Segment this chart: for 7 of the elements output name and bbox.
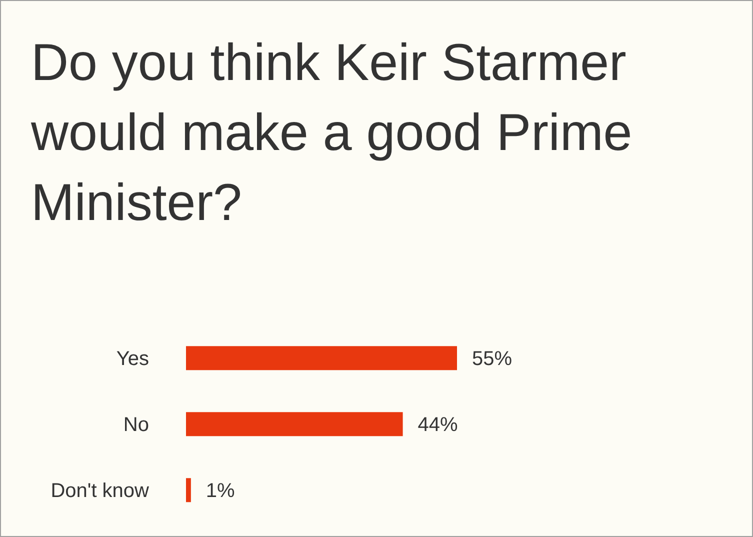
data-label: 44%: [418, 414, 458, 436]
y-tick-label: Yes: [116, 348, 149, 370]
data-label: 1%: [206, 480, 236, 502]
y-tick-label: Don't know: [50, 480, 150, 502]
y-tick-label: No: [123, 414, 149, 436]
chart-title: Do you think Keir Starmer would make a good Prime Minister?: [31, 33, 634, 234]
data-label: 55%: [472, 348, 512, 370]
